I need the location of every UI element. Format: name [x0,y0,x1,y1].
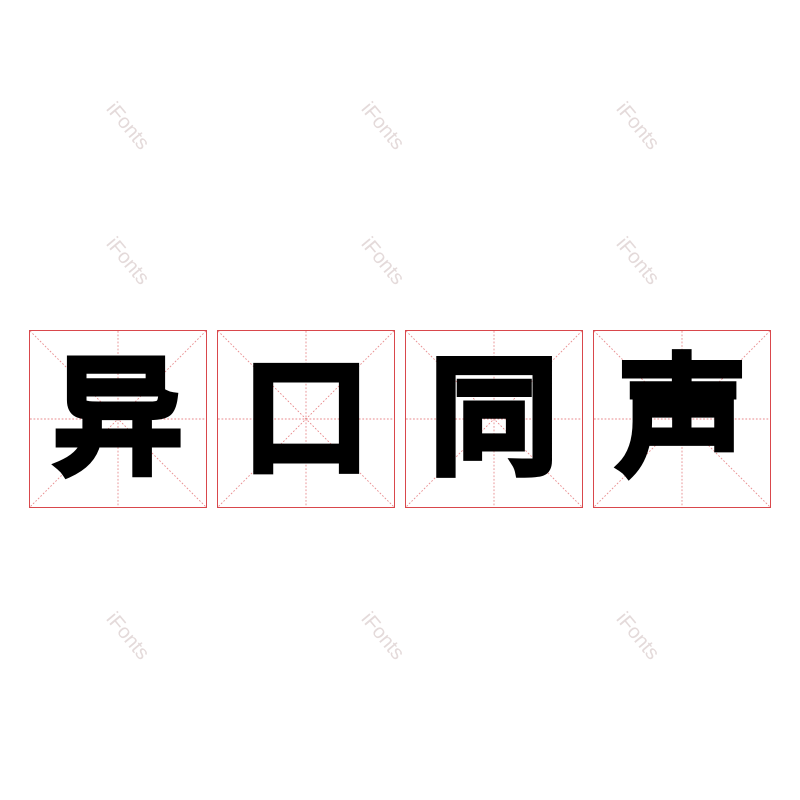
watermark: iFonts [101,608,154,665]
character: 异 [51,344,185,493]
watermark: iFonts [356,608,409,665]
grid-box: 口 [217,330,395,508]
character: 同 [427,344,561,493]
watermark: iFonts [611,98,664,155]
grid-guides [406,331,582,507]
grid-box: 同 [405,330,583,508]
grid-guides [30,331,206,507]
watermark: iFonts [356,98,409,155]
watermark: iFonts [101,98,154,155]
watermark: iFonts [356,233,409,290]
grid-box: 声 [593,330,771,508]
watermark: iFonts [611,608,664,665]
grid-guides [594,331,770,507]
watermark: iFonts [101,233,154,290]
grid-guides [218,331,394,507]
character: 声 [615,344,749,493]
grid-box: 异 [29,330,207,508]
character: 口 [239,344,373,493]
watermark: iFonts [611,233,664,290]
